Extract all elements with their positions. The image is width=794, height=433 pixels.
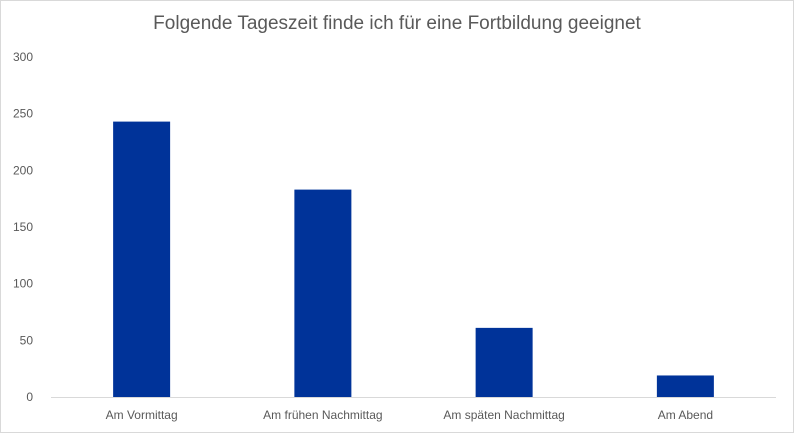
x-tick-label: Am späten Nachmittag: [443, 408, 564, 422]
y-tick-label: 150: [13, 220, 33, 234]
bar: [113, 121, 171, 397]
y-tick-label: 250: [13, 107, 33, 121]
x-axis-ticks: Am Vormittag Am frühen Nachmittag Am späte…: [106, 408, 713, 422]
x-tick-label: Am Vormittag: [106, 408, 178, 422]
bar: [294, 189, 352, 397]
bars-group: [113, 121, 714, 397]
y-tick-label: 0: [26, 390, 33, 404]
bar: [475, 327, 533, 397]
y-tick-label: 300: [13, 50, 33, 64]
bar: [656, 375, 714, 397]
y-axis-ticks: 0 50 100 150 200 250 300: [13, 50, 33, 404]
x-tick-label: Am frühen Nachmittag: [263, 408, 382, 422]
y-tick-label: 200: [13, 163, 33, 177]
y-tick-label: 50: [20, 333, 34, 347]
x-tick-label: Am Abend: [658, 408, 713, 422]
y-tick-label: 100: [13, 277, 33, 291]
chart-title: Folgende Tageszeit finde ich für eine Fo…: [153, 13, 641, 34]
